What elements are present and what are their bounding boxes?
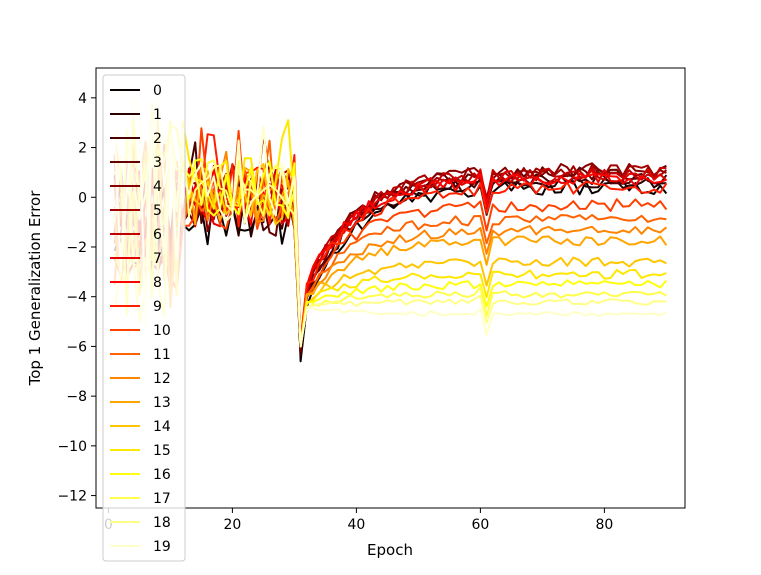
legend-label-13: 13 (153, 395, 171, 411)
legend-label-15: 15 (153, 443, 171, 459)
legend-label-14: 14 (153, 419, 171, 435)
series-group (113, 97, 668, 363)
y-tick-label: −8 (66, 389, 87, 405)
legend-label-11: 11 (153, 347, 171, 363)
legend-label-12: 12 (153, 371, 171, 387)
legend-box (102, 74, 186, 562)
legend-label-8: 8 (153, 275, 162, 291)
y-tick-label: −12 (57, 489, 87, 505)
y-axis-label: Top 1 Generalization Error (26, 190, 44, 387)
series-line-16 (113, 116, 668, 348)
series-line-12 (113, 140, 668, 348)
legend-label-19: 19 (153, 539, 171, 555)
legend-label-16: 16 (153, 467, 171, 483)
y-tick-label: −6 (66, 339, 87, 355)
x-tick-label: 40 (347, 517, 365, 533)
x-tick-label: 80 (595, 517, 613, 533)
legend-label-5: 5 (153, 203, 162, 219)
legend-label-4: 4 (153, 179, 162, 195)
series-line-18 (113, 116, 667, 348)
legend-label-3: 3 (153, 155, 162, 171)
y-tick-label: −4 (66, 290, 87, 306)
legend-label-2: 2 (153, 131, 162, 147)
y-tick-label: 0 (78, 190, 87, 206)
y-tick-label: −10 (57, 439, 87, 455)
legend-label-9: 9 (153, 299, 162, 315)
x-tick-label: 20 (223, 517, 241, 533)
series-line-14 (113, 118, 667, 348)
x-axis-label: Epoch (367, 541, 413, 559)
series-line-9 (113, 133, 668, 343)
series-layer (113, 97, 668, 363)
y-tick-label: 4 (78, 91, 87, 107)
y-tick-label: −2 (66, 240, 87, 256)
y-tick-label: 2 (78, 141, 87, 157)
legend-label-1: 1 (153, 107, 162, 123)
legend-label-6: 6 (153, 227, 162, 243)
legend-label-18: 18 (153, 515, 171, 531)
legend-label-0: 0 (153, 83, 162, 99)
series-line-17 (113, 101, 667, 348)
legend-label-10: 10 (153, 323, 171, 339)
series-line-19 (113, 97, 667, 348)
legend-label-7: 7 (153, 251, 162, 267)
x-tick-label: 60 (471, 517, 489, 533)
y-ticks: 4 2 0 −2 −4 −6 −8 −10 −12 (57, 91, 96, 505)
axes-frame (95, 67, 686, 509)
legend-label-17: 17 (153, 491, 171, 507)
